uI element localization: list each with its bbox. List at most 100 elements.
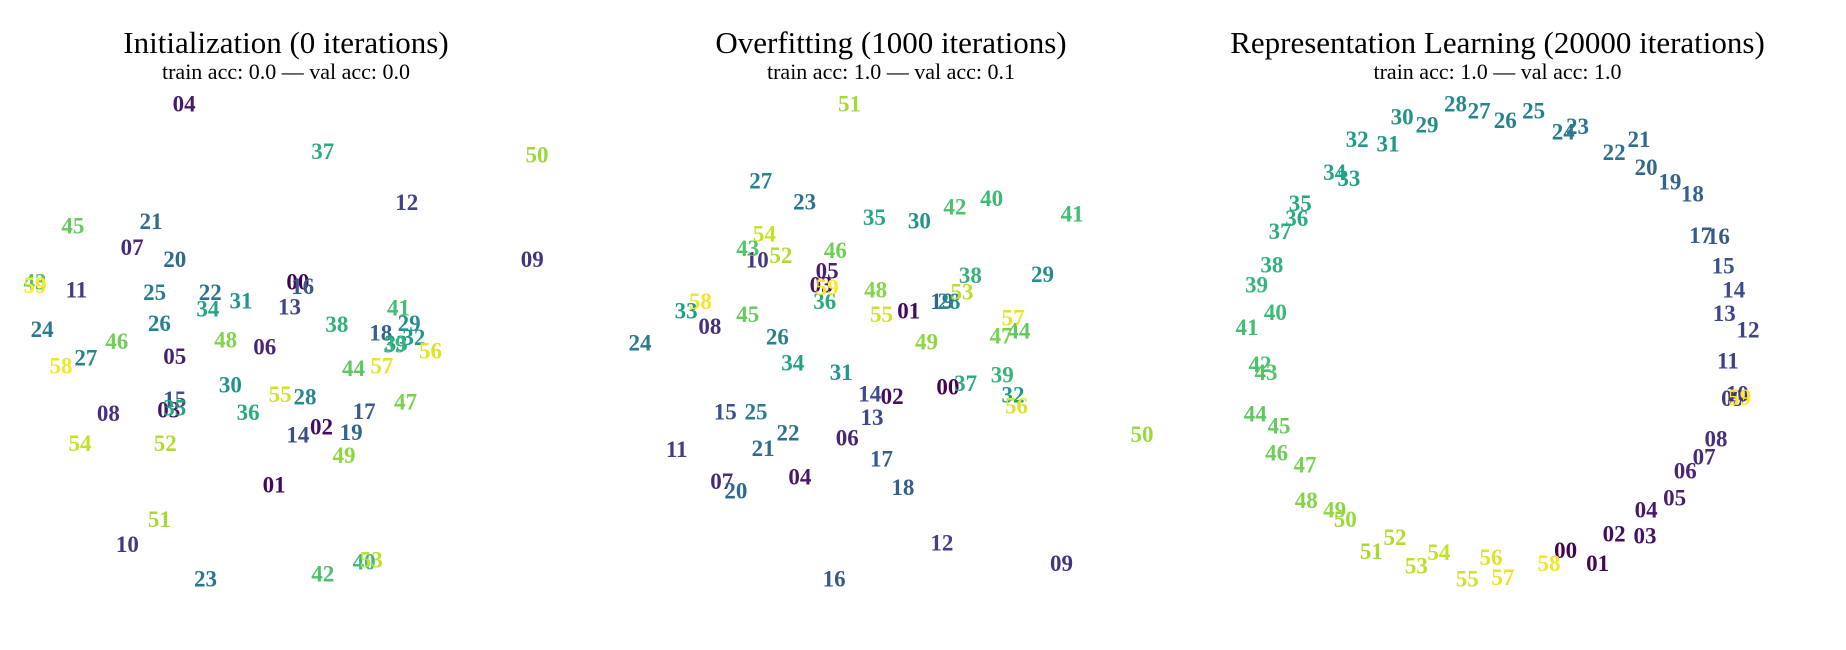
point-label: 58: [50, 354, 73, 379]
point-label: 36: [237, 400, 260, 425]
point-label: 18: [1681, 181, 1704, 206]
point-label: 26: [148, 311, 171, 336]
point-label: 28: [938, 289, 961, 314]
point-label: 24: [1552, 120, 1576, 145]
point-label: 03: [810, 273, 833, 298]
point-label: 39: [991, 363, 1014, 388]
point-label: 58: [689, 289, 712, 314]
point-label: 05: [163, 344, 186, 369]
point-label: 50: [526, 142, 549, 167]
point-label: 42: [311, 562, 334, 587]
point-label: 38: [1260, 252, 1283, 277]
point-label: 07: [121, 235, 144, 260]
point-label: 41: [1061, 201, 1084, 226]
point-label: 22: [199, 280, 222, 305]
point-label: 43: [24, 269, 47, 294]
point-label: 00: [936, 374, 959, 399]
point-label: 14: [1722, 277, 1746, 302]
point-label: 32: [402, 325, 425, 350]
point-label: 21: [752, 436, 775, 461]
point-label: 11: [66, 278, 88, 303]
point-label: 13: [861, 405, 884, 430]
point-label: 17: [870, 447, 893, 472]
point-label: 28: [1444, 91, 1467, 116]
point-label: 08: [97, 401, 120, 426]
point-label: 48: [864, 277, 887, 302]
point-label: 53: [951, 280, 974, 305]
point-label: 52: [154, 431, 177, 456]
point-label: 15: [714, 399, 737, 424]
point-label: 46: [1265, 441, 1288, 466]
point-label: 48: [214, 328, 237, 353]
point-label: 25: [745, 399, 768, 424]
point-label: 21: [1628, 127, 1651, 152]
point-label: 14: [286, 423, 310, 448]
point-label: 45: [736, 302, 759, 327]
point-label: 23: [194, 566, 217, 591]
point-label: 01: [263, 472, 286, 497]
point-label: 37: [311, 139, 334, 164]
point-label: 03: [1633, 524, 1656, 549]
point-label: 30: [908, 209, 931, 234]
point-label: 05: [816, 258, 839, 283]
point-label: 49: [1323, 498, 1346, 523]
point-label: 34: [196, 297, 220, 322]
point-label: 33: [675, 299, 698, 324]
point-label: 30: [219, 373, 242, 398]
panel-title: Initialization (0 iterations): [123, 25, 448, 60]
point-label: 51: [148, 507, 171, 532]
point-label: 35: [863, 205, 886, 230]
point-label: 49: [333, 443, 356, 468]
point-label: 09: [1050, 551, 1073, 576]
point-label: 27: [74, 345, 97, 370]
point-label: 00: [286, 269, 309, 294]
point-label: 46: [105, 329, 128, 354]
point-label: 45: [61, 214, 84, 239]
panel-subtitle: train acc: 1.0 — val acc: 0.1: [767, 59, 1015, 84]
point-label: 08: [1705, 427, 1728, 452]
point-label: 47: [990, 323, 1013, 348]
point-label: 20: [1635, 155, 1658, 180]
point-label: 38: [959, 263, 982, 288]
point-label: 10: [746, 248, 769, 273]
point-label: 53: [360, 547, 383, 572]
point-label: 44: [1007, 319, 1031, 344]
point-label: 06: [1674, 458, 1697, 483]
point-label: 49: [915, 329, 938, 354]
point-label: 36: [1285, 206, 1308, 231]
point-label: 54: [753, 222, 777, 247]
point-label: 51: [1360, 539, 1383, 564]
point-label: 55: [269, 382, 292, 407]
point-label: 39: [383, 332, 406, 357]
point-label: 43: [736, 236, 759, 261]
point-label: 15: [163, 387, 186, 412]
point-label: 34: [781, 351, 805, 376]
point-label: 56: [1005, 393, 1028, 418]
point-label: 56: [1479, 545, 1502, 570]
point-label: 50: [1131, 422, 1154, 447]
panel-subtitle: train acc: 1.0 — val acc: 1.0: [1373, 59, 1621, 84]
point-label: 53: [1405, 553, 1428, 578]
point-label: 02: [310, 414, 333, 439]
point-label: 59: [24, 273, 47, 298]
point-label: 19: [930, 289, 953, 314]
point-label: 52: [769, 243, 792, 268]
point-label: 17: [353, 399, 376, 424]
point-label: 58: [1538, 551, 1561, 576]
point-label: 57: [1491, 565, 1514, 590]
point-label: 12: [395, 190, 418, 215]
point-label: 13: [1713, 301, 1736, 326]
point-label: 47: [1294, 453, 1317, 478]
point-label: 27: [749, 168, 772, 193]
point-label: 00: [1554, 538, 1577, 563]
point-label: 35: [163, 395, 186, 420]
point-label: 18: [891, 475, 914, 500]
point-label: 55: [1456, 566, 1479, 591]
point-label: 46: [824, 238, 847, 263]
point-label: 09: [521, 247, 544, 272]
point-label: 25: [143, 280, 166, 305]
point-label: 12: [1737, 318, 1760, 343]
point-label: 10: [1726, 381, 1749, 406]
